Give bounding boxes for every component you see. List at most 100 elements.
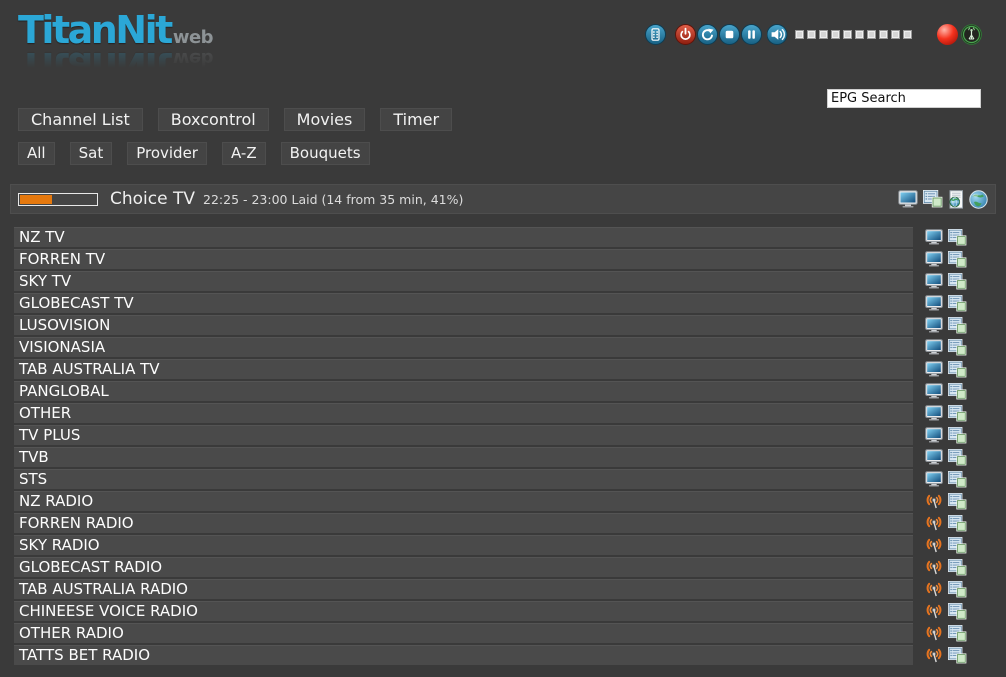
channel-select-bar[interactable]: CHINEESE VOICE RADIO	[14, 601, 913, 621]
epg-copy-icon[interactable]	[948, 228, 967, 246]
channel-select-bar[interactable]: TAB AUSTRALIA RADIO	[14, 579, 913, 599]
channel-select-bar[interactable]: SKY RADIO	[14, 535, 913, 555]
channel-select-bar[interactable]: FORREN TV	[14, 249, 913, 269]
volume-step[interactable]	[795, 30, 804, 39]
radio-channel-icon[interactable]	[925, 559, 943, 575]
filter-all-button[interactable]: All	[18, 142, 55, 165]
pause-icon[interactable]	[741, 24, 762, 45]
radio-channel-icon[interactable]	[925, 515, 943, 531]
channel-select-bar[interactable]: PANGLOBAL	[14, 381, 913, 401]
filter-bouquets-button[interactable]: Bouquets	[280, 142, 370, 165]
reload-icon[interactable]	[697, 24, 718, 45]
volume-step[interactable]	[867, 30, 876, 39]
channel-select-bar[interactable]: STS	[14, 469, 913, 489]
epg-copy-icon[interactable]	[948, 316, 967, 334]
volume-step[interactable]	[843, 30, 852, 39]
epg-copy-icon[interactable]	[948, 558, 967, 576]
volume-step[interactable]	[855, 30, 864, 39]
signal-antenna-icon[interactable]	[961, 24, 982, 45]
top-toolbar	[645, 23, 982, 46]
epg-copy-icon[interactable]	[948, 492, 967, 510]
remote-control-icon[interactable]	[645, 24, 666, 45]
tv-channel-icon[interactable]	[925, 229, 943, 245]
epg-copy-icon[interactable]	[948, 448, 967, 466]
tv-channel-icon[interactable]	[925, 471, 943, 487]
tv-channel-icon[interactable]	[925, 449, 943, 465]
tv-screen-icon[interactable]	[898, 190, 918, 208]
tv-channel-icon[interactable]	[925, 383, 943, 399]
channel-select-bar[interactable]: SKY TV	[14, 271, 913, 291]
epg-copy-icon[interactable]	[948, 294, 967, 312]
nav-movies-button[interactable]: Movies	[283, 108, 366, 131]
record-indicator-icon[interactable]	[937, 24, 958, 45]
channel-select-bar[interactable]: OTHER RADIO	[14, 623, 913, 643]
channel-select-bar[interactable]: GLOBECAST RADIO	[14, 557, 913, 577]
channel-select-bar[interactable]: GLOBECAST TV	[14, 293, 913, 313]
epg-copy-icon[interactable]	[948, 624, 967, 642]
channel-select-bar[interactable]: FORREN RADIO	[14, 513, 913, 533]
channel-name: FORREN RADIO	[19, 514, 134, 532]
channel-row: TAB AUSTRALIA RADIO	[14, 579, 992, 599]
web-globe-icon[interactable]	[969, 189, 988, 209]
volume-step[interactable]	[903, 30, 912, 39]
channel-select-bar[interactable]: OTHER	[14, 403, 913, 423]
channel-name: SKY TV	[19, 272, 72, 290]
epg-copy-icon[interactable]	[948, 382, 967, 400]
epg-copy-icon[interactable]	[948, 646, 967, 664]
volume-step[interactable]	[879, 30, 888, 39]
channel-name: TAB AUSTRALIA TV	[19, 360, 160, 378]
channel-select-bar[interactable]: TAB AUSTRALIA TV	[14, 359, 913, 379]
tv-channel-icon[interactable]	[925, 427, 943, 443]
nav-timer-button[interactable]: Timer	[380, 108, 453, 131]
channel-select-bar[interactable]: VISIONASIA	[14, 337, 913, 357]
tv-channel-icon[interactable]	[925, 273, 943, 289]
channel-select-bar[interactable]: NZ RADIO	[14, 491, 913, 511]
volume-step[interactable]	[807, 30, 816, 39]
tv-channel-icon[interactable]	[925, 405, 943, 421]
radio-channel-icon[interactable]	[925, 625, 943, 641]
tv-channel-icon[interactable]	[925, 295, 943, 311]
channel-row-actions	[925, 558, 967, 576]
nav-boxcontrol-button[interactable]: Boxcontrol	[157, 108, 269, 131]
radio-channel-icon[interactable]	[925, 537, 943, 553]
tv-channel-icon[interactable]	[925, 251, 943, 267]
stream-page-icon[interactable]	[948, 189, 964, 209]
tv-channel-icon[interactable]	[925, 361, 943, 377]
epg-copy-icon[interactable]	[948, 580, 967, 598]
epg-copy-icon[interactable]	[948, 514, 967, 532]
epg-copy-icon[interactable]	[948, 272, 967, 290]
stop-icon[interactable]	[719, 24, 740, 45]
epg-search-input[interactable]	[827, 89, 981, 108]
channel-row: OTHER RADIO	[14, 623, 992, 643]
power-icon[interactable]	[675, 24, 696, 45]
channel-select-bar[interactable]: TATTS BET RADIO	[14, 645, 913, 665]
filter-az-button[interactable]: A-Z	[221, 142, 266, 165]
radio-channel-icon[interactable]	[925, 647, 943, 663]
channel-select-bar[interactable]: TV PLUS	[14, 425, 913, 445]
epg-copy-icon[interactable]	[948, 602, 967, 620]
volume-step[interactable]	[831, 30, 840, 39]
filter-sat-button[interactable]: Sat	[69, 142, 113, 165]
tv-channel-icon[interactable]	[925, 339, 943, 355]
epg-list-icon[interactable]	[923, 190, 943, 208]
nav-channel-list-button[interactable]: Channel List	[18, 108, 143, 131]
channel-select-bar[interactable]: TVB	[14, 447, 913, 467]
volume-step[interactable]	[819, 30, 828, 39]
volume-mute-icon[interactable]	[767, 24, 791, 45]
epg-copy-icon[interactable]	[948, 250, 967, 268]
epg-copy-icon[interactable]	[948, 470, 967, 488]
epg-copy-icon[interactable]	[948, 426, 967, 444]
radio-channel-icon[interactable]	[925, 581, 943, 597]
volume-step[interactable]	[891, 30, 900, 39]
epg-copy-icon[interactable]	[948, 404, 967, 422]
epg-copy-icon[interactable]	[948, 360, 967, 378]
filter-provider-button[interactable]: Provider	[127, 142, 207, 165]
tv-channel-icon[interactable]	[925, 317, 943, 333]
epg-copy-icon[interactable]	[948, 536, 967, 554]
radio-channel-icon[interactable]	[925, 603, 943, 619]
radio-channel-icon[interactable]	[925, 493, 943, 509]
channel-select-bar[interactable]: LUSOVISION	[14, 315, 913, 335]
channel-row-actions	[925, 228, 967, 246]
epg-copy-icon[interactable]	[948, 338, 967, 356]
channel-select-bar[interactable]: NZ TV	[14, 227, 913, 247]
